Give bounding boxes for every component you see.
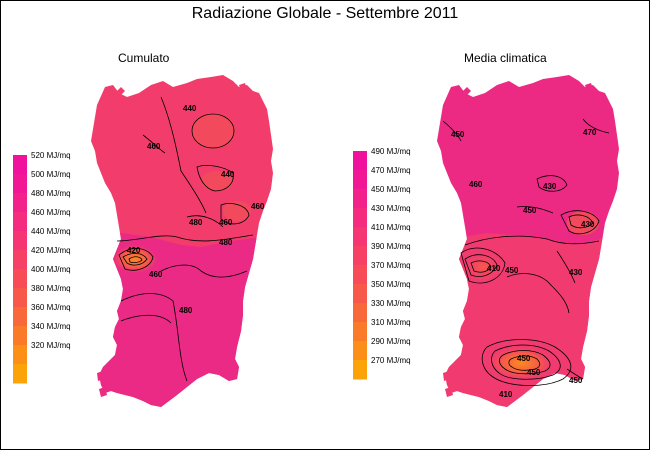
legend-label: 410 MJ/mq bbox=[371, 223, 411, 232]
contour-label: 450 bbox=[517, 354, 531, 363]
legend-swatch bbox=[353, 265, 367, 285]
legend-label: 360 MJ/mq bbox=[31, 303, 71, 312]
legend-label: 520 MJ/mq bbox=[31, 151, 71, 160]
legend-swatch bbox=[353, 208, 367, 228]
map-media-climatica: 450 460 430 450 430 410 450 430 470 450 … bbox=[353, 75, 619, 407]
contour-label: 420 bbox=[127, 246, 141, 255]
contour-label: 430 bbox=[569, 268, 583, 277]
legend-label: 380 MJ/mq bbox=[31, 284, 71, 293]
legend-swatch bbox=[13, 307, 27, 327]
contour-label: 440 bbox=[183, 104, 197, 113]
contour-label: 460 bbox=[219, 218, 233, 227]
legend-swatch bbox=[353, 322, 367, 342]
contours-media bbox=[442, 118, 610, 386]
contours-cumulato bbox=[116, 96, 254, 382]
contour-label: 410 bbox=[487, 264, 501, 273]
legend-swatch bbox=[353, 227, 367, 247]
legend-label: 310 MJ/mq bbox=[371, 318, 411, 327]
legend-cumulato: 520 MJ/mq 500 MJ/mq 480 MJ/mq 460 MJ/mq 440 … bbox=[13, 151, 71, 384]
legend-swatch bbox=[13, 288, 27, 308]
legend-swatch bbox=[353, 170, 367, 190]
legend-label: 290 MJ/mq bbox=[371, 337, 411, 346]
legend-swatch bbox=[13, 174, 27, 194]
legend-swatch bbox=[13, 345, 27, 365]
legend-swatch bbox=[13, 250, 27, 270]
contour-label: 450 bbox=[523, 206, 537, 215]
legend-label: 470 MJ/mq bbox=[371, 166, 411, 175]
contour-label: 450 bbox=[569, 376, 583, 385]
contour-label: 460 bbox=[251, 202, 265, 211]
contour-label: 450 bbox=[505, 266, 519, 275]
legend-label: 430 MJ/mq bbox=[371, 204, 411, 213]
legend-label: 450 MJ/mq bbox=[371, 185, 411, 194]
legend-media-climatica: 490 MJ/mq 470 MJ/mq 450 MJ/mq 430 MJ/mq 410 … bbox=[353, 147, 411, 380]
legend-swatch bbox=[13, 231, 27, 251]
legend-swatch bbox=[13, 155, 27, 175]
panel-title-media-climatica: Media climatica bbox=[464, 51, 547, 65]
legend-swatch bbox=[353, 246, 367, 266]
legend-label: 390 MJ/mq bbox=[371, 242, 411, 251]
legend-swatch bbox=[353, 360, 367, 380]
contour-label: 480 bbox=[179, 306, 193, 315]
legend-label: 370 MJ/mq bbox=[371, 261, 411, 270]
zone-low-center bbox=[201, 171, 233, 191]
legend-label: 350 MJ/mq bbox=[371, 280, 411, 289]
zone-low-east bbox=[223, 201, 251, 221]
legend-label: 340 MJ/mq bbox=[31, 322, 71, 331]
contour-label: 430 bbox=[581, 220, 595, 229]
panel-title-cumulato: Cumulato bbox=[118, 51, 170, 65]
contour-label: 410 bbox=[499, 390, 513, 399]
contour-label: 430 bbox=[543, 182, 557, 191]
contour-label: 440 bbox=[221, 170, 235, 179]
legend-label: 320 MJ/mq bbox=[31, 341, 71, 350]
zone-low-east bbox=[567, 211, 599, 235]
contour-label: 480 bbox=[219, 238, 233, 247]
legend-label: 460 MJ/mq bbox=[31, 208, 71, 217]
legend-swatch bbox=[13, 269, 27, 289]
legend-swatch bbox=[353, 189, 367, 209]
legend-label: 440 MJ/mq bbox=[31, 227, 71, 236]
legend-swatch bbox=[13, 193, 27, 213]
contour-labels-cumulato: 440 460 440 460 480 460 480 420 460 480 bbox=[127, 104, 265, 315]
map-cumulato: 440 460 440 460 480 460 480 420 460 480 … bbox=[13, 75, 273, 407]
legend-swatch bbox=[353, 341, 367, 361]
contour-label: 480 bbox=[189, 218, 203, 227]
figure-title: Radiazione Globale - Settembre 2011 bbox=[191, 5, 459, 22]
legend-swatch bbox=[353, 151, 367, 171]
legend-swatch bbox=[13, 364, 27, 384]
legend-label: 500 MJ/mq bbox=[31, 170, 71, 179]
legend-swatch bbox=[13, 212, 27, 232]
contour-label: 460 bbox=[469, 180, 483, 189]
contour-label: 450 bbox=[451, 130, 465, 139]
legend-label: 330 MJ/mq bbox=[371, 299, 411, 308]
legend-label: 490 MJ/mq bbox=[371, 147, 411, 156]
zone-south-high bbox=[91, 231, 273, 407]
legend-swatch bbox=[353, 303, 367, 323]
zone-low-south bbox=[487, 345, 555, 381]
contour-label: 450 bbox=[527, 368, 541, 377]
contour-label: 470 bbox=[583, 128, 597, 137]
legend-label: 400 MJ/mq bbox=[31, 265, 71, 274]
contour-label: 460 bbox=[147, 142, 161, 151]
legend-swatch bbox=[13, 326, 27, 346]
zone-low-north bbox=[191, 113, 235, 149]
legend-label: 420 MJ/mq bbox=[31, 246, 71, 255]
legend-label: 480 MJ/mq bbox=[31, 189, 71, 198]
contour-labels-media: 450 460 430 450 430 410 450 430 470 450 … bbox=[451, 128, 597, 399]
zone-low-west bbox=[459, 249, 507, 285]
legend-swatch bbox=[353, 284, 367, 304]
contour-label: 460 bbox=[149, 270, 163, 279]
legend-label: 270 MJ/mq bbox=[371, 356, 411, 365]
